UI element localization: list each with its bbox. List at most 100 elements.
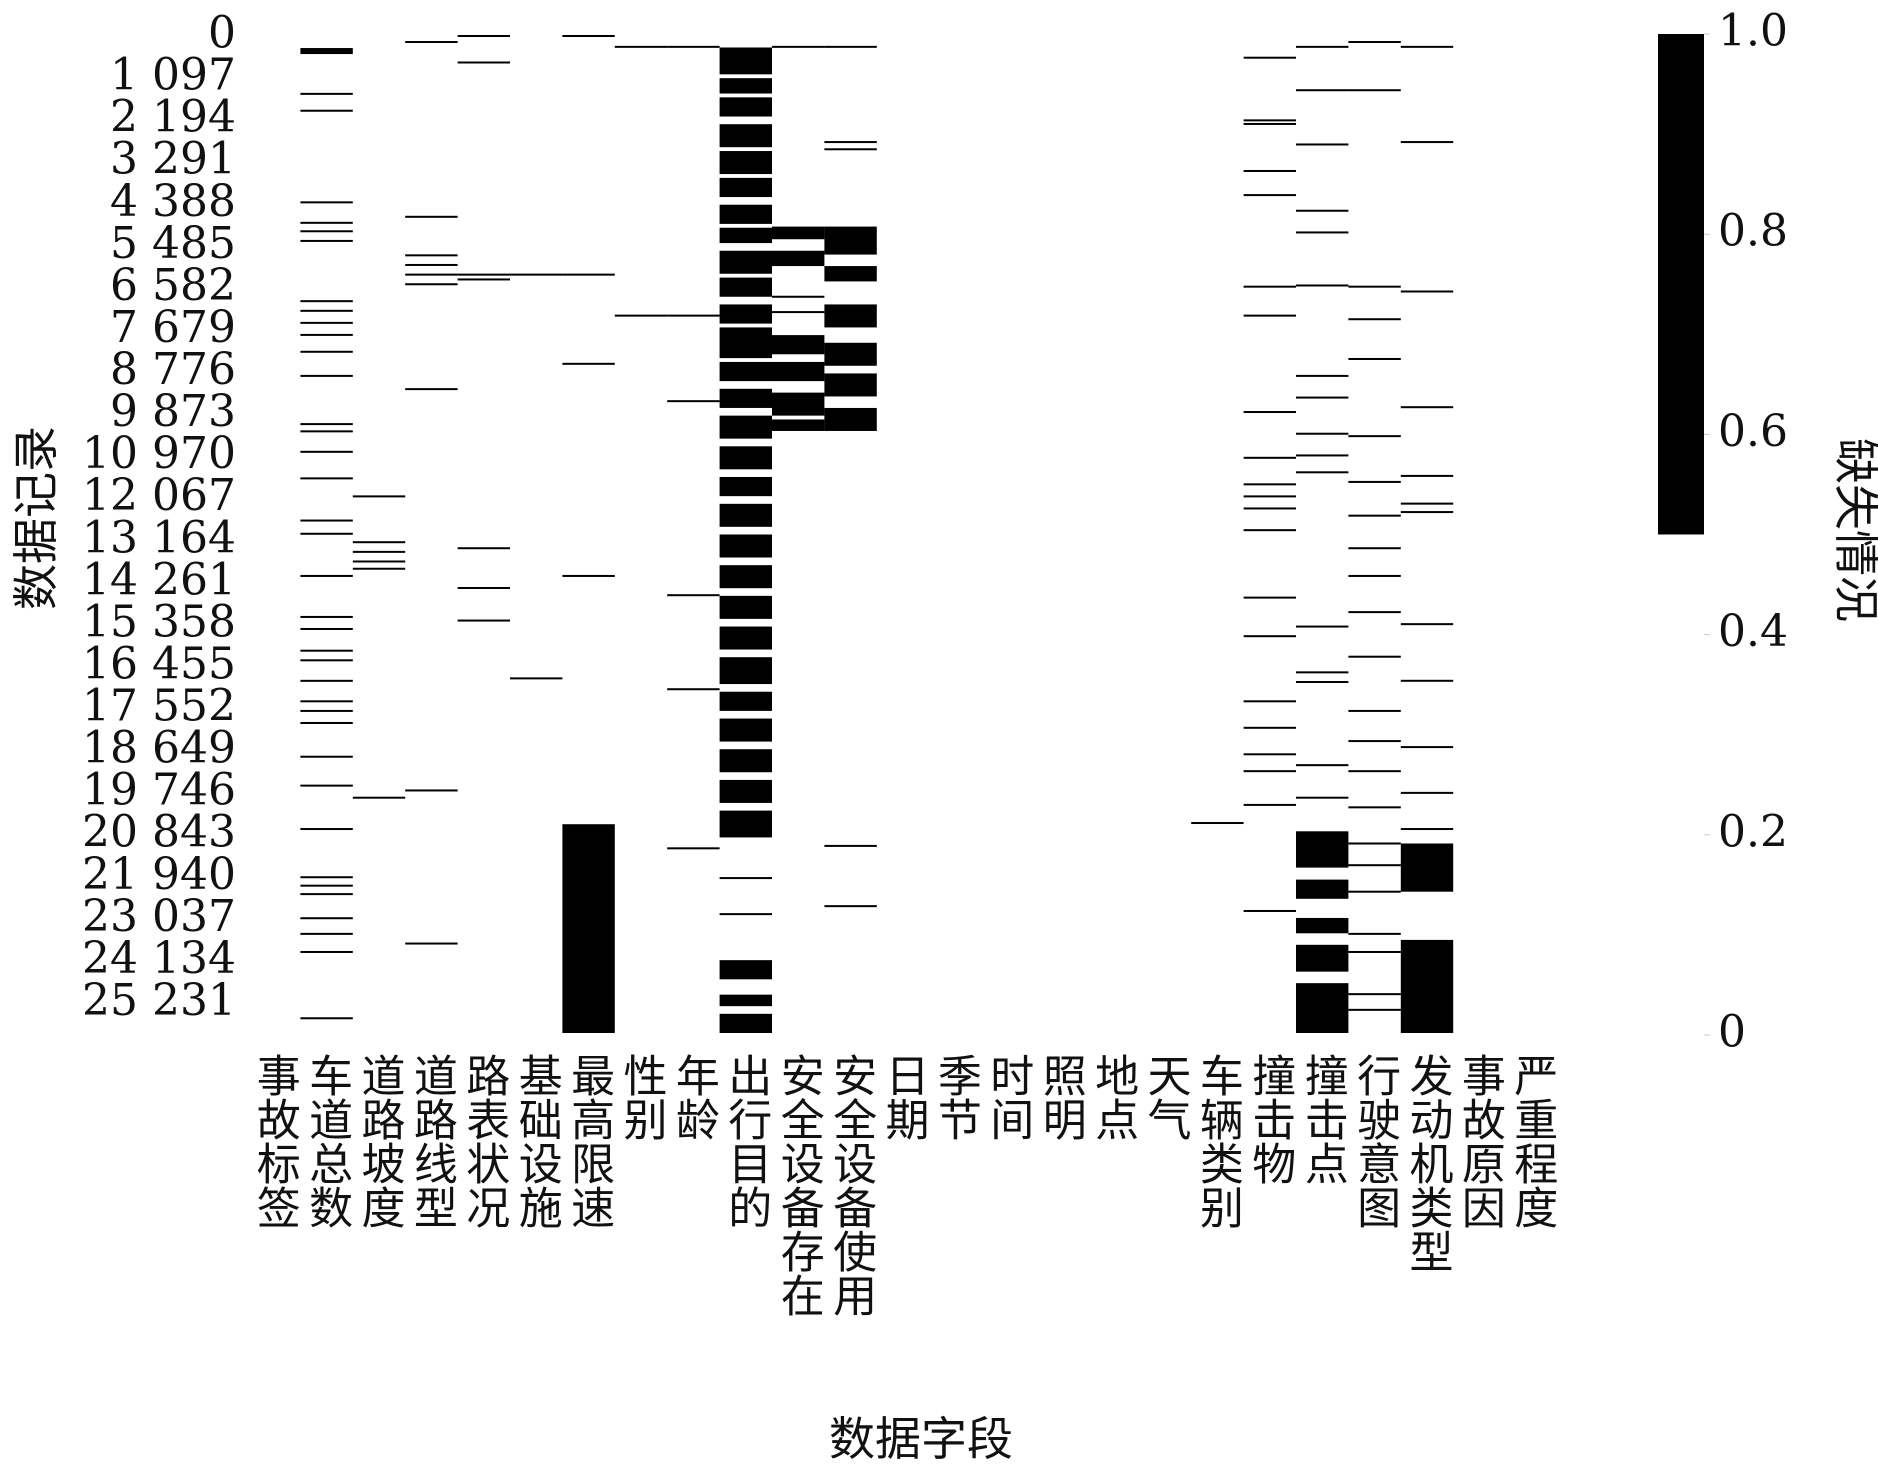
colorbar-title: 缺失情况 xyxy=(1829,438,1878,622)
missing-block xyxy=(824,373,877,397)
missing-line xyxy=(300,893,353,896)
missing-line xyxy=(1243,803,1296,806)
missing-line xyxy=(1400,791,1454,794)
missing-line xyxy=(1243,726,1296,729)
y-tick-label: 9 873 xyxy=(110,386,236,437)
missing-line xyxy=(562,362,615,365)
missing-line xyxy=(1400,290,1454,293)
x-tick-label: 事故原因 xyxy=(1454,1053,1505,1229)
missing-line xyxy=(300,709,353,712)
missing-line xyxy=(719,913,772,916)
missing-block xyxy=(719,749,772,773)
missing-line xyxy=(300,932,353,935)
missing-block xyxy=(824,266,877,282)
missing-line xyxy=(300,450,353,453)
x-tick-label: 发动机类型 xyxy=(1402,1053,1453,1273)
missing-line xyxy=(1348,514,1401,517)
missing-block xyxy=(719,960,772,980)
missing-line xyxy=(667,594,720,597)
missing-line xyxy=(1296,231,1349,234)
x-tick-label: 道路坡度 xyxy=(354,1053,405,1229)
missing-line xyxy=(1243,122,1296,125)
missing-line xyxy=(1348,950,1401,953)
missing-line xyxy=(300,92,353,95)
missing-line xyxy=(1348,864,1401,867)
missing-line xyxy=(1243,909,1296,912)
missing-line xyxy=(300,615,353,618)
missing-line xyxy=(300,374,353,377)
missing-line xyxy=(1296,89,1349,92)
missing-line xyxy=(1243,119,1296,122)
x-tick-label: 事故标签 xyxy=(249,1053,300,1229)
missing-line xyxy=(614,314,668,317)
missing-line xyxy=(1348,993,1401,996)
y-axis-title: 数据记录 xyxy=(9,426,63,610)
missing-line xyxy=(1243,56,1296,59)
missing-block xyxy=(719,124,772,148)
missing-line xyxy=(1243,700,1296,703)
missing-line xyxy=(772,311,825,314)
x-tick-label: 时间 xyxy=(982,1053,1033,1141)
missing-line xyxy=(562,273,615,276)
missing-line xyxy=(1243,194,1296,197)
missing-line xyxy=(1348,318,1401,321)
missing-line xyxy=(1243,770,1296,773)
x-tick-label: 路表状况 xyxy=(458,1053,509,1229)
missing-line xyxy=(300,300,353,303)
missing-line xyxy=(1400,623,1454,626)
missing-line xyxy=(1348,41,1401,44)
missing-line xyxy=(772,45,825,48)
missing-line xyxy=(1400,828,1454,831)
y-tick-label: 2 194 xyxy=(110,92,236,143)
missing-line xyxy=(300,721,353,724)
missing-block xyxy=(719,595,772,619)
missing-line xyxy=(1348,655,1401,658)
missing-line xyxy=(457,547,510,550)
missing-line xyxy=(1296,432,1349,435)
missing-line xyxy=(1348,89,1401,92)
missing-line xyxy=(300,574,353,577)
missing-block xyxy=(1296,983,1349,1033)
missing-line xyxy=(1296,284,1349,287)
missing-line xyxy=(300,309,353,312)
y-tick-label: 3 291 xyxy=(110,134,236,185)
colorbar-tick-label: 0.2 xyxy=(1718,806,1788,857)
missing-line xyxy=(300,519,353,522)
missing-line xyxy=(1243,529,1296,532)
missing-line xyxy=(352,550,406,553)
y-tick-label: 5 485 xyxy=(110,218,236,269)
missing-line xyxy=(667,688,720,691)
missing-line xyxy=(1296,471,1349,474)
colorbar-tick-label: 0.4 xyxy=(1718,606,1788,657)
y-tick-label: 14 261 xyxy=(82,554,236,605)
missing-block xyxy=(1296,944,1349,972)
missing-line xyxy=(405,41,458,44)
missing-line xyxy=(1348,480,1401,483)
y-tick-label: 25 231 xyxy=(82,975,236,1026)
missing-block xyxy=(719,304,772,324)
missing-line xyxy=(405,263,458,266)
missing-line xyxy=(300,884,353,887)
missing-block xyxy=(824,407,877,431)
missing-line xyxy=(1243,596,1296,599)
missing-line xyxy=(1296,671,1349,674)
missing-line xyxy=(1243,285,1296,288)
missing-block xyxy=(1400,843,1454,892)
x-tick-label: 撞击物 xyxy=(1244,1053,1295,1185)
missing-block xyxy=(824,342,877,366)
x-tick-label: 性别 xyxy=(616,1053,667,1141)
x-tick-label: 天气 xyxy=(1140,1053,1191,1141)
x-tick-label: 车辆类别 xyxy=(1192,1053,1243,1229)
missing-block xyxy=(824,226,877,255)
missing-line xyxy=(1243,411,1296,414)
missing-line xyxy=(405,942,458,945)
y-tick-label: 8 776 xyxy=(110,344,236,395)
colorbar-tick-label: 0.6 xyxy=(1718,406,1788,457)
y-tick-label: 6 582 xyxy=(110,260,236,311)
missing-block xyxy=(719,97,772,117)
missing-line xyxy=(300,659,353,662)
missing-line xyxy=(1348,890,1401,893)
y-tick-label: 17 552 xyxy=(82,681,236,732)
missing-line xyxy=(352,495,406,498)
missing-line xyxy=(824,141,877,144)
